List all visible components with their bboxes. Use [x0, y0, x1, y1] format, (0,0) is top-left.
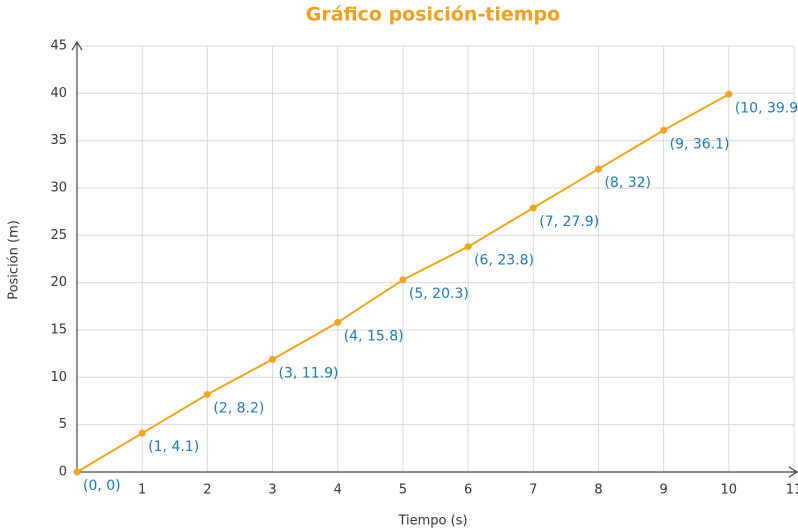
x-tick-label: 5: [399, 483, 407, 498]
grid: [77, 45, 795, 473]
data-label: (2, 8.2): [213, 400, 264, 416]
x-tick-label: 9: [659, 483, 667, 498]
data-point: [203, 390, 211, 398]
data-point: [73, 468, 81, 476]
x-tick-label: 6: [464, 483, 472, 498]
y-tick-label: 30: [50, 181, 67, 196]
data-label: (6, 23.8): [474, 253, 534, 269]
y-tick-label: 40: [50, 86, 67, 101]
y-axis: [71, 40, 83, 472]
x-tick-label: 2: [203, 483, 211, 498]
data-label: (8, 32): [604, 175, 651, 191]
data-point: [399, 276, 407, 284]
x-axis-label: Tiempo (s): [397, 514, 467, 529]
y-tick-label: 15: [50, 323, 67, 338]
data-point: [725, 90, 733, 98]
y-tick-label: 20: [50, 275, 67, 290]
chart-title: Gráfico posición-tiempo: [306, 4, 560, 26]
data-label: (10, 39.9): [735, 100, 798, 116]
y-tick-label: 45: [50, 39, 67, 54]
y-tick-label: 10: [50, 370, 67, 385]
data-point: [269, 355, 277, 363]
y-tick-label: 5: [59, 417, 67, 432]
data-point: [660, 126, 668, 134]
data-point: [464, 243, 472, 251]
x-tick-label: 4: [334, 483, 342, 498]
x-tick-label: 8: [594, 483, 602, 498]
y-tick-label: 0: [59, 465, 67, 480]
data-label: (7, 27.9): [539, 214, 599, 230]
x-tick-label: 3: [268, 483, 276, 498]
data-point: [138, 429, 146, 437]
data-point: [334, 318, 342, 326]
x-tick-label: 1: [138, 483, 146, 498]
data-point: [594, 165, 602, 173]
data-label: (1, 4.1): [148, 439, 199, 455]
x-tick-label: 7: [529, 483, 537, 498]
data-label: (3, 11.9): [279, 365, 339, 381]
y-tick-label: 25: [50, 228, 67, 243]
data-point: [529, 204, 537, 212]
y-tick-label: 35: [50, 133, 67, 148]
y-axis-label: Posición (m): [7, 220, 22, 300]
data-label: (4, 15.8): [344, 328, 404, 344]
data-label: (0, 0): [83, 478, 121, 494]
x-tick-label: 11: [786, 483, 798, 498]
x-axis: [77, 466, 798, 478]
data-label: (9, 36.1): [670, 136, 730, 152]
data-label: (5, 20.3): [409, 286, 469, 302]
x-tick-label: 10: [721, 483, 738, 498]
